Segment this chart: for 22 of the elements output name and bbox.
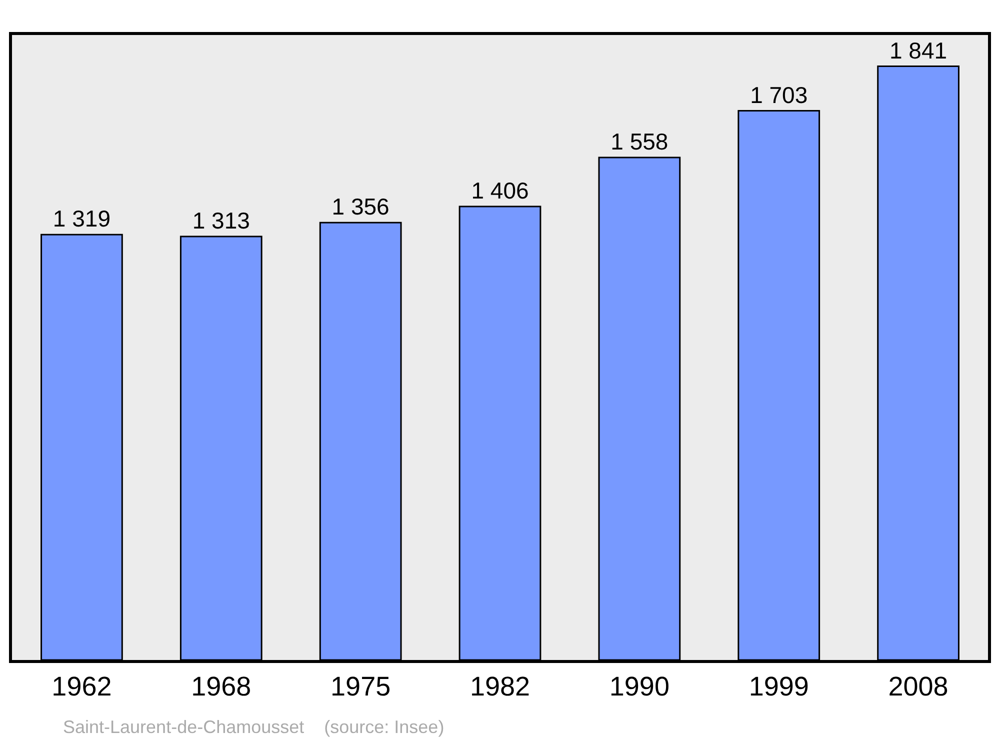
data-label: 1 356	[332, 194, 390, 220]
bar	[598, 156, 681, 660]
data-label: 1 558	[610, 128, 668, 155]
x-tick-label: 2008	[888, 671, 948, 702]
bar	[40, 234, 123, 660]
x-tick-label: 1999	[748, 671, 809, 702]
bar	[458, 206, 542, 660]
bar	[877, 66, 960, 660]
x-tick-label: 1962	[52, 671, 112, 702]
text: Saint-Laurent-de-Chamousset (source: Insee)	[63, 717, 444, 737]
x-tick-label: 1968	[191, 671, 252, 702]
x-tick-label: 1990	[609, 671, 670, 702]
x-tick-label: 1982	[470, 671, 530, 702]
bar	[738, 110, 820, 660]
x-tick-label: 1975	[330, 671, 391, 702]
data-label: 1 313	[192, 208, 250, 234]
data-label: 1 319	[52, 206, 110, 232]
data-label: 1 406	[471, 178, 529, 204]
bar	[180, 236, 262, 660]
bar	[319, 222, 402, 660]
data-label: 1 703	[750, 82, 808, 108]
data-label: 1 841	[890, 37, 948, 64]
